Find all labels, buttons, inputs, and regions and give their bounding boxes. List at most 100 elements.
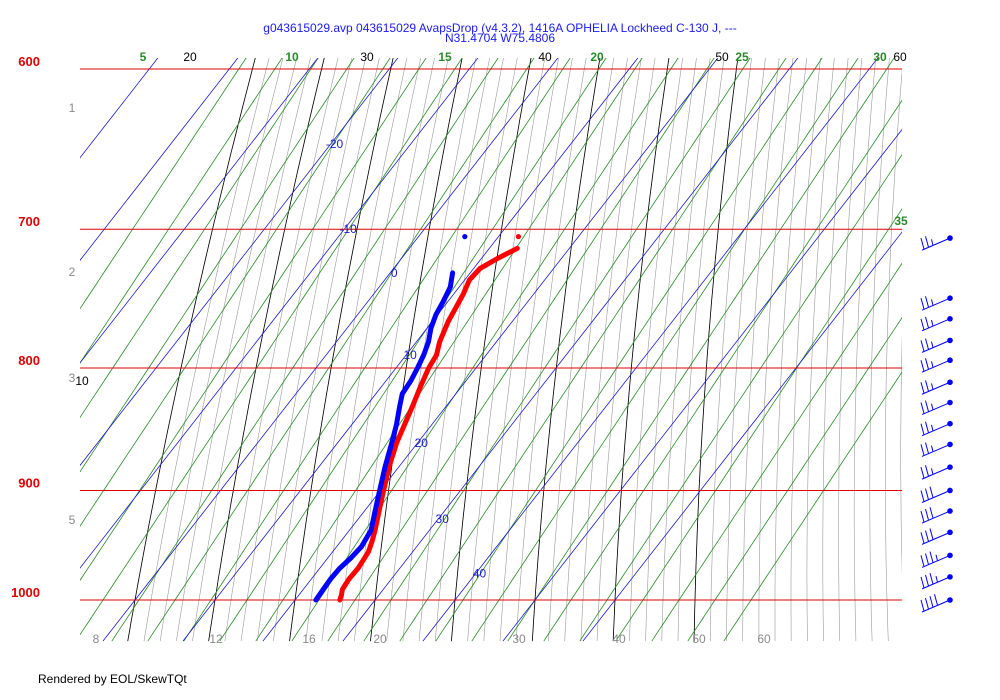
wind-barb-feather [920,555,925,567]
wind-barb-feather [925,488,929,500]
wind-barb-feather [925,553,929,565]
mixing-ratio-line [723,371,902,642]
dry-adiabat-line [127,58,256,642]
mixing-ratio-line [543,99,902,642]
isotherm-line [80,58,399,467]
mixing-ratio-line [651,262,902,642]
pressure-label: 700 [18,214,40,229]
dry-adiabat-label: 10 [75,374,89,388]
wind-barb-feather [925,380,929,392]
grey-adiabat-line [305,58,408,642]
chart-title-line1: g043615029.avp 043615029 AvapsDrop (v4.3… [263,21,736,35]
grey-adiabat-line [159,58,284,642]
mixing-ratio-line [687,316,902,642]
wind-barb-feather [925,421,929,433]
wind-barb-feather [929,596,934,608]
mixing-ratio-line [363,58,751,642]
wind-barb-feather [920,340,925,352]
mixing-ratio-line [435,58,823,642]
dry-adiabat-label: 40 [538,50,552,64]
wind-barb-shaft [921,531,951,545]
wind-barb-shaft [921,576,951,590]
dewpoint-top-marker [462,234,468,240]
height-km-label: 3 [69,371,76,385]
pressure-label: 900 [18,475,40,490]
mixing-ratio-line [80,58,355,473]
wind-barb-feather [925,236,929,248]
grey-adiabat-line [257,58,366,642]
wind-barb-shaft [921,423,951,437]
wind-barb-half-feather [931,445,934,452]
mixing-ratio-line [80,58,391,527]
mixing-ratio-label: 35 [894,214,908,228]
dry-adiabat-label: 30 [360,50,374,64]
wind-barb [920,572,953,590]
isobar-lines [80,68,902,601]
grey-adiabat-line [931,34,946,641]
dry-adiabat-label: 60 [893,50,907,64]
grey-adiabat-line [386,58,477,642]
isotherm-line [80,58,479,569]
wind-barb-feather [925,358,929,370]
wind-barb-feather [925,296,929,308]
wind-barb [920,507,953,524]
wind-barb-shaft [921,490,951,503]
wind-barb-half-feather [931,403,934,410]
grey-adiabat-line [693,58,739,642]
sounding-profiles [313,234,522,603]
grey-adiabat-line [192,58,311,642]
wind-barb-feather [920,510,925,523]
mixing-ratio-line [471,58,859,642]
wind-barb-half-feather [935,576,938,583]
wind-barb-shaft [921,466,951,480]
wind-barb [920,528,953,545]
grey-adiabat-line [467,58,546,642]
dry-adiabat-line [612,58,670,642]
pressure-label: 600 [18,54,40,69]
wind-barb [920,379,953,395]
wind-barb-feather [920,532,925,544]
wind-barb [920,316,953,332]
wind-barb-shaft [921,359,951,373]
dry-adiabat-line [531,58,601,642]
isotherm-label: -20 [326,137,344,151]
wind-barb-feather [929,507,934,519]
wind-barb-feather [920,402,925,414]
grey-adiabat-line [726,58,766,642]
footer-credit: Rendered by EOL/SkewTQt [38,672,187,686]
mixing-ratio-label: 15 [438,50,452,64]
temperature-profile-line [337,245,520,603]
mixing-ratio-line [327,58,715,642]
mixing-ratio-label: 10 [285,50,299,64]
wind-barb-shaft [921,381,951,395]
mixing-ratio-label: 30 [873,50,887,64]
pressure-label: 800 [18,353,40,368]
wind-barb [920,235,953,251]
grey-adiabat-line [710,58,752,642]
grey-adiabat-line [992,34,1000,641]
mixing-ratio-line [111,58,499,642]
dry-adiabat-line [451,58,532,642]
wind-barb-feather [925,316,929,329]
wind-barb [920,420,953,437]
isotherm-line [582,231,902,642]
grey-adiabat-line [515,58,587,642]
isotherm-label: 0 [391,266,398,280]
dry-adiabat-label: 50 [715,50,729,64]
grey-adiabat-line [853,58,877,642]
grey-adiabat-line [224,58,339,642]
wind-barb-shaft [921,510,951,524]
grey-adiabat-line [321,58,422,642]
mixing-ratio-label: 5 [140,50,147,64]
grey-adiabat-line [947,34,961,641]
bottom-label: 60 [757,632,771,646]
wind-barb-feather [929,486,934,498]
mixing-ratio-label: 20 [590,50,604,64]
dry-adiabat-line [208,58,325,642]
wind-barb-feather [920,382,925,394]
mixing-ratio-line [579,154,902,642]
grey-adiabat-line [869,58,890,642]
isotherm-label: 40 [473,567,487,581]
wind-barb-shaft [921,402,951,416]
